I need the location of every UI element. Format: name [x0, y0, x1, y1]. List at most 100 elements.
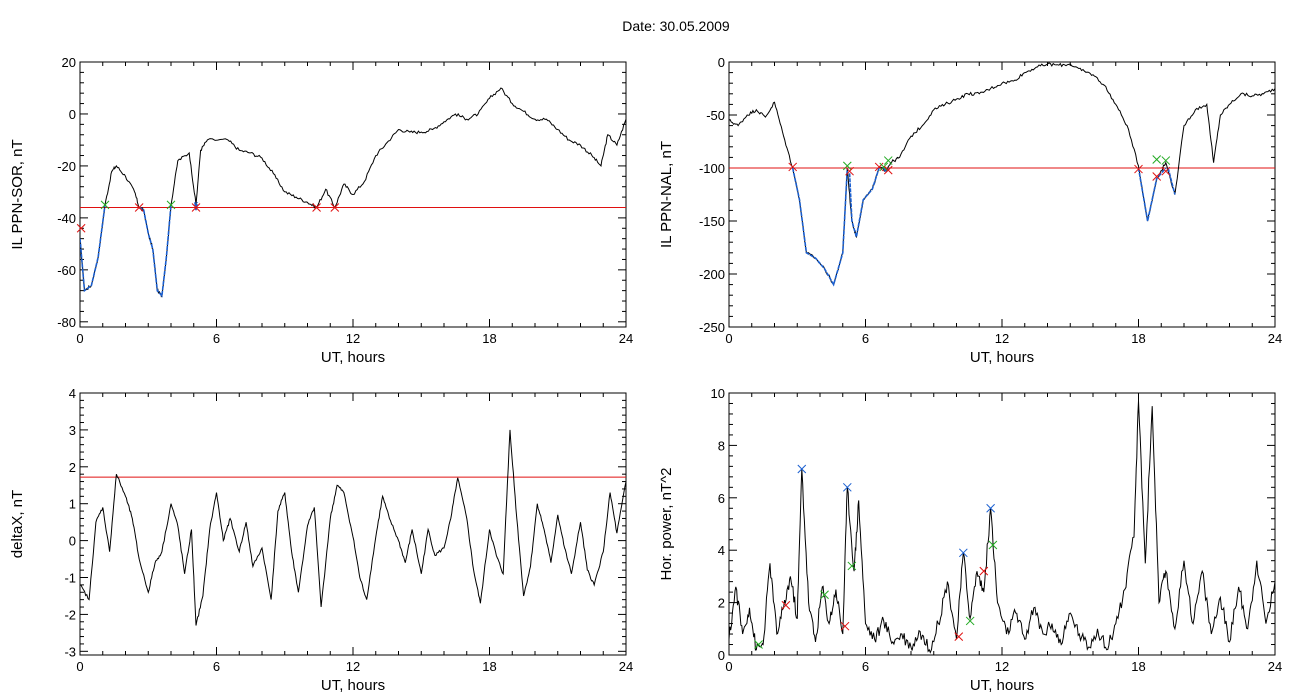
y-tick-label: -150 — [699, 214, 725, 229]
marker-stroke — [312, 203, 321, 212]
x-tick-label: 0 — [725, 659, 732, 674]
x-tick-label: 12 — [346, 331, 360, 346]
marker — [754, 640, 763, 649]
marker-stroke — [1161, 156, 1171, 165]
y-tick-label: 2 — [69, 460, 76, 475]
marker-stroke — [842, 161, 852, 171]
x-tick-label: 24 — [619, 331, 633, 346]
x-tick-label: 12 — [995, 331, 1009, 346]
marker — [840, 621, 850, 631]
marker — [883, 165, 893, 175]
marker-stroke — [1152, 155, 1162, 164]
y-tick-label: 4 — [69, 386, 76, 401]
y-tick-label: 0 — [69, 107, 76, 122]
highlight-segment — [1137, 167, 1167, 222]
x-axis-label: UT, hours — [321, 349, 385, 366]
y-tick-label: 1 — [69, 497, 76, 512]
x-tick-label: 6 — [862, 331, 869, 346]
marker-stroke — [1134, 164, 1143, 174]
y-tick-label: -1 — [64, 571, 76, 586]
marker — [312, 203, 321, 212]
x-tick-label: 6 — [213, 331, 220, 346]
y-tick-label: 0 — [718, 55, 725, 70]
y-tick-label: 4 — [718, 543, 725, 558]
series-line — [80, 429, 626, 626]
marker — [1134, 164, 1143, 174]
marker — [988, 540, 998, 550]
marker-stroke — [1152, 172, 1162, 181]
x-tick-label: 0 — [76, 331, 83, 346]
y-tick-label: 8 — [718, 438, 725, 453]
y-axis-label: IL PPN-NAL, nT — [658, 141, 675, 248]
marker — [781, 600, 791, 610]
highlight-segment — [848, 167, 880, 238]
marker — [986, 503, 995, 513]
figure-title: Date: 30.05.2009 — [622, 18, 730, 34]
marker-stroke — [840, 621, 850, 631]
marker-stroke — [754, 640, 763, 649]
marker — [883, 156, 893, 165]
y-tick-label: 0 — [69, 534, 76, 549]
series-line — [729, 62, 1275, 286]
y-tick-label: 6 — [718, 491, 725, 506]
series-line — [729, 400, 1275, 654]
marker — [842, 161, 852, 171]
x-tick-label: 18 — [482, 331, 496, 346]
marker — [847, 561, 857, 571]
marker-stroke — [76, 223, 86, 233]
marker — [979, 566, 989, 576]
marker — [842, 482, 852, 492]
highlight-segment — [194, 202, 198, 211]
y-axis-label: IL PPN-SOR, nT — [9, 139, 26, 249]
marker-stroke — [847, 561, 857, 571]
y-tick-label: 10 — [711, 386, 725, 401]
marker-stroke — [874, 162, 884, 172]
y-tick-label: -100 — [699, 161, 725, 176]
y-tick-label: -40 — [57, 211, 76, 226]
marker — [100, 200, 110, 210]
y-tick-label: 20 — [62, 55, 76, 70]
marker-stroke — [883, 156, 893, 165]
panel-sor: 0 6 12 18 24 -80 -60 -40 -20 0 20 UT, hours IL PPN-S… — [9, 55, 633, 366]
y-tick-label: -80 — [57, 315, 76, 330]
marker — [1152, 155, 1162, 164]
marker — [797, 464, 807, 474]
x-tick-label: 0 — [76, 659, 83, 674]
marker — [166, 200, 176, 210]
marker — [879, 162, 889, 172]
marker-stroke — [781, 600, 791, 610]
marker-stroke — [979, 566, 989, 576]
y-axis-label: Hor. power, nT^2 — [658, 468, 675, 581]
marker — [134, 203, 144, 212]
marker — [1161, 166, 1171, 176]
marker — [330, 203, 340, 212]
y-tick-label: -3 — [64, 644, 76, 659]
marker-stroke — [820, 590, 829, 600]
marker — [845, 166, 854, 176]
marker — [191, 203, 201, 212]
marker-stroke — [986, 503, 995, 513]
marker-stroke — [191, 203, 201, 212]
marker — [788, 162, 798, 172]
y-tick-label: -250 — [699, 320, 725, 335]
x-axis-label: UT, hours — [321, 677, 385, 694]
x-tick-label: 6 — [213, 659, 220, 674]
marker-stroke — [883, 165, 893, 175]
highlight-segment — [1167, 167, 1176, 195]
marker — [1161, 156, 1171, 165]
plot-frame — [79, 392, 627, 656]
marker-stroke — [166, 200, 176, 210]
highlight-segment — [80, 204, 106, 293]
x-tick-label: 0 — [725, 331, 732, 346]
marker-stroke — [965, 616, 975, 626]
marker — [1152, 172, 1162, 181]
y-axis-label: deltaX, nT — [9, 490, 26, 558]
highlight-segment — [791, 167, 849, 287]
x-tick-label: 24 — [619, 659, 633, 674]
x-tick-label: 18 — [1131, 331, 1145, 346]
marker-stroke — [134, 203, 144, 212]
x-axis-label: UT, hours — [970, 349, 1034, 366]
marker-stroke — [1161, 166, 1171, 176]
plot-frame — [728, 61, 1276, 328]
